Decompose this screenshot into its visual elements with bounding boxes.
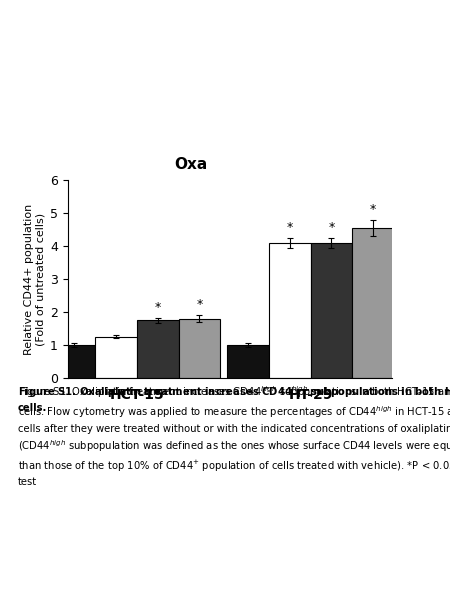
Bar bbox=[54, 345, 95, 378]
Text: Figure S1. Oxaliplatin treatment increases CD44$^{high}$ subpopulations in both : Figure S1. Oxaliplatin treatment increas… bbox=[18, 384, 450, 413]
Bar bbox=[95, 337, 137, 378]
Bar bbox=[137, 320, 179, 378]
Y-axis label: Relative CD44+ population
(Fold of untreated cells): Relative CD44+ population (Fold of untre… bbox=[24, 203, 45, 355]
Bar bbox=[179, 319, 220, 378]
Text: *: * bbox=[196, 298, 202, 311]
Text: *: * bbox=[155, 301, 161, 314]
Text: *: * bbox=[370, 203, 376, 215]
Bar bbox=[227, 345, 269, 378]
Text: *: * bbox=[328, 221, 334, 234]
Bar bbox=[269, 243, 310, 378]
Bar bbox=[310, 243, 352, 378]
Text: *: * bbox=[287, 221, 293, 234]
Text: Figure S1. Oxaliplatin treatment increases CD44$^{high}$ subpopulations in both : Figure S1. Oxaliplatin treatment increas… bbox=[18, 384, 450, 487]
Bar bbox=[352, 228, 394, 378]
Title: Oxa: Oxa bbox=[174, 157, 207, 172]
